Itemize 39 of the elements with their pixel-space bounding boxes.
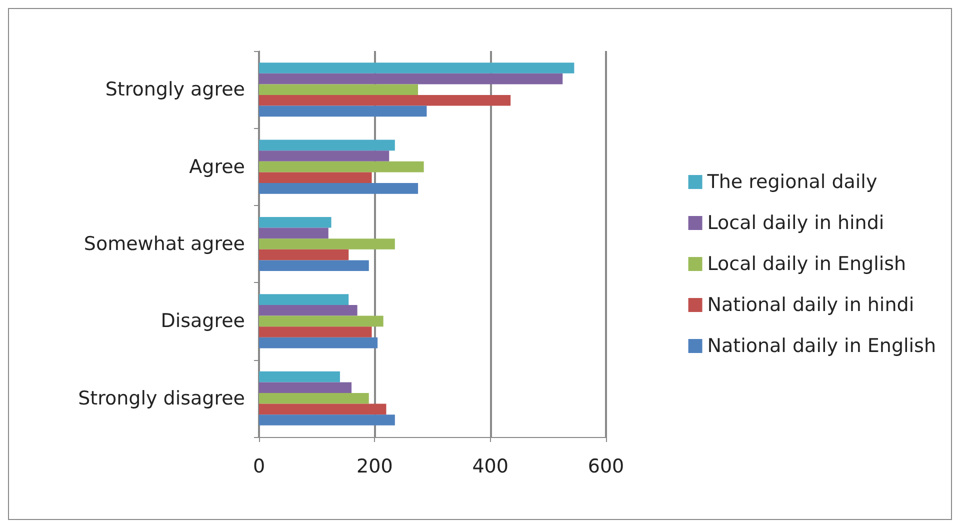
bar <box>259 150 390 162</box>
x-tick-label: 200 <box>356 456 393 478</box>
x-tick-label: 0 <box>252 456 266 478</box>
x-tick-label: 400 <box>472 456 508 478</box>
bar <box>259 62 574 74</box>
bar <box>259 404 386 415</box>
bar <box>259 161 424 172</box>
bar <box>259 172 372 184</box>
y-tick-label: Agree <box>189 156 245 178</box>
bar <box>259 326 372 338</box>
bar <box>259 84 418 96</box>
bar <box>259 238 395 250</box>
bar <box>259 73 563 84</box>
bar <box>259 249 349 260</box>
y-tick-label: Strongly disagree <box>78 387 245 410</box>
bar <box>259 216 332 228</box>
x-tick-label: 600 <box>588 456 624 478</box>
bar <box>259 382 352 393</box>
bar <box>259 228 328 239</box>
bar <box>259 183 418 194</box>
bar <box>259 392 369 404</box>
bar <box>259 316 384 327</box>
legend-label: Local daily in hindi <box>707 212 884 234</box>
y-tick-label: Disagree <box>160 310 245 332</box>
bar <box>259 371 340 382</box>
bar <box>259 337 378 348</box>
legend-label: The regional daily <box>706 171 878 193</box>
bar <box>259 140 395 151</box>
bar <box>259 414 395 426</box>
legend-label: Local daily in English <box>707 253 906 275</box>
bar <box>259 304 358 316</box>
bar <box>259 106 427 117</box>
bar <box>259 95 511 106</box>
legend-label: National daily in English <box>707 335 936 357</box>
y-tick-label: Somewhat agree <box>84 233 245 255</box>
legend-label: National daily in hindi <box>707 294 914 316</box>
bar <box>259 294 349 305</box>
bar <box>259 260 369 272</box>
y-tick-label: Strongly agree <box>105 78 245 101</box>
